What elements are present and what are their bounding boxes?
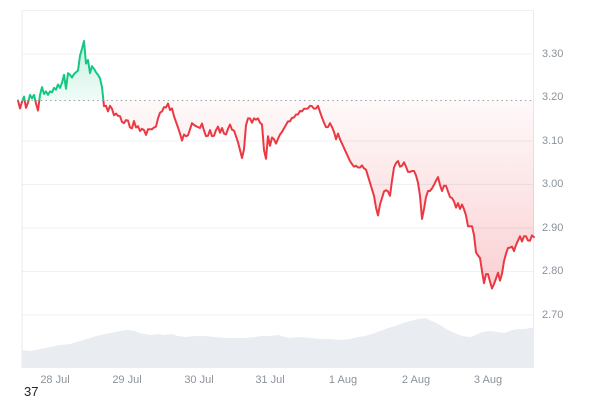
x-axis-tick-label: 2 Aug — [401, 374, 431, 386]
y-axis-tick-label: 2.90 — [542, 221, 564, 234]
y-axis-tick-label: 3.30 — [542, 47, 564, 60]
x-axis-tick-label: 30 Jul — [184, 374, 214, 386]
y-axis-tick-label: 3.20 — [542, 91, 564, 103]
x-axis-tick-label: 1 Aug — [328, 374, 358, 386]
y-axis-tick-label: 2.70 — [542, 308, 564, 321]
y-axis-tick-label: 2.80 — [542, 265, 564, 277]
x-axis-tick-label: 29 Jul — [112, 374, 142, 386]
x-axis-tick-label: 28 Jul — [40, 374, 70, 386]
y-axis-tick-label: 3.00 — [542, 178, 564, 190]
x-axis-tick-label: 3 Aug — [473, 374, 503, 386]
footnote-text: 37 — [24, 384, 39, 399]
x-axis-tick-label: 31 Jul — [255, 374, 285, 386]
y-axis-tick-label: 3.10 — [542, 134, 564, 147]
